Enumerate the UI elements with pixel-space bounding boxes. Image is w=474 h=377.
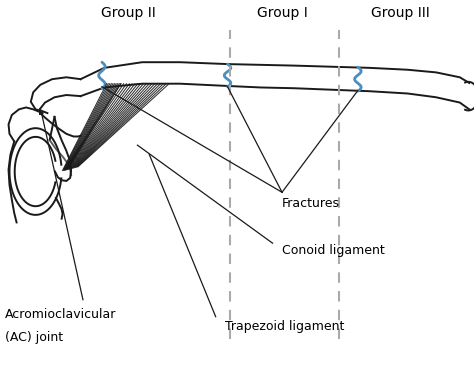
Text: (AC) joint: (AC) joint [5,331,63,344]
Text: Group I: Group I [256,6,308,20]
Text: Group II: Group II [100,6,155,20]
Text: Trapezoid ligament: Trapezoid ligament [225,320,345,333]
Text: Group III: Group III [371,6,430,20]
Text: Conoid ligament: Conoid ligament [282,244,385,257]
Text: Fractures: Fractures [282,197,340,210]
Text: Acromioclavicular: Acromioclavicular [5,308,116,321]
